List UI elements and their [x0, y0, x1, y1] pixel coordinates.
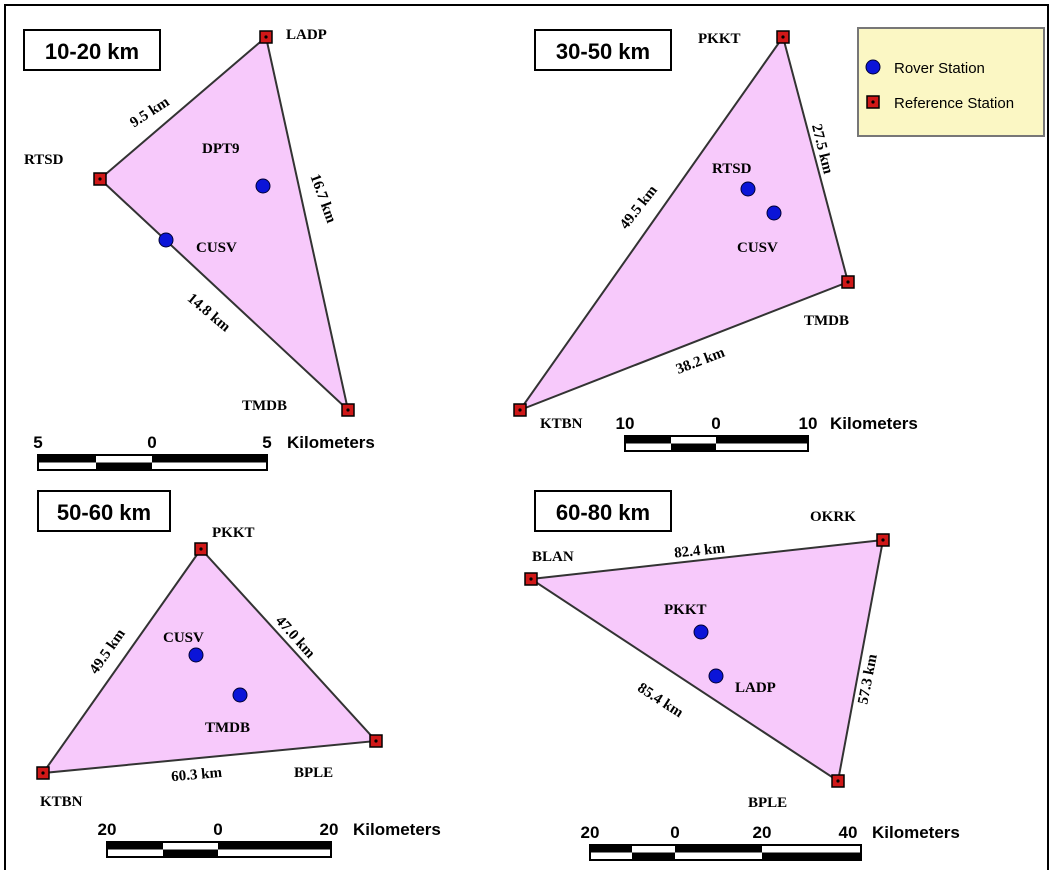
panel-title-box — [37, 490, 171, 532]
scale-tick-label: 0 — [147, 433, 156, 452]
panel-60-80km: 60-80 km BLAN OKRK BPLE PKKT LADP 82.4 k… — [524, 490, 960, 861]
network-triangle — [40, 547, 379, 775]
rover-station-icon — [865, 59, 881, 75]
rover-label: PKKT — [664, 602, 707, 618]
scale-tick-label: 20 — [581, 823, 600, 842]
rover-station-marker — [708, 668, 724, 684]
station-label: BPLE — [294, 765, 333, 781]
scale-tick-label: 10 — [616, 414, 635, 433]
distance-label: 82.4 km — [673, 540, 726, 561]
legend-box — [857, 27, 1045, 137]
rover-label: RTSD — [712, 161, 752, 177]
distance-label: 60.3 km — [171, 765, 224, 785]
station-label: TMDB — [242, 398, 287, 414]
figure-frame — [4, 4, 1049, 870]
scale-tick-label: 0 — [670, 823, 679, 842]
panel-title: 30-50 km — [556, 39, 650, 64]
legend-rover-label: Rover Station — [894, 60, 985, 77]
station-label: KTBN — [40, 794, 83, 810]
reference-station-marker — [341, 403, 355, 417]
station-label: BPLE — [748, 795, 787, 811]
panel-title: 60-80 km — [556, 500, 650, 525]
rover-label: CUSV — [196, 240, 237, 256]
scale-bar: 20 0 20 Kilometers — [98, 820, 441, 858]
panel-50-60km: 50-60 km PKKT KTBN BPLE CUSV TMDB 49.5 k… — [36, 490, 441, 858]
rover-station-marker — [188, 647, 204, 663]
reference-station-marker — [93, 172, 107, 186]
reference-station-marker — [513, 403, 527, 417]
scale-unit: Kilometers — [830, 414, 918, 433]
rover-label: DPT9 — [202, 141, 240, 157]
rover-label: LADP — [735, 680, 776, 696]
reference-station-icon — [866, 95, 880, 109]
reference-station-marker — [841, 275, 855, 289]
station-label: LADP — [286, 27, 327, 43]
rover-label: CUSV — [163, 630, 204, 646]
scale-unit: Kilometers — [353, 820, 441, 839]
distance-label: 38.2 km — [674, 345, 728, 378]
scale-unit: Kilometers — [287, 433, 375, 452]
rover-station-marker — [740, 181, 756, 197]
station-label: RTSD — [24, 152, 64, 168]
legend: Rover Station Reference Station — [857, 27, 1045, 137]
scale-unit: Kilometers — [872, 823, 960, 842]
panel-title-box — [23, 29, 161, 71]
scale-bar: 20 0 20 40 Kilometers — [581, 823, 960, 861]
scale-bar: 10 0 10 Kilometers — [616, 414, 918, 452]
station-label: PKKT — [698, 31, 741, 47]
scale-bar: 5 0 5 Kilometers — [33, 433, 375, 471]
station-label: KTBN — [540, 416, 583, 432]
reference-station-marker — [831, 774, 845, 788]
scale-tick-label: 20 — [753, 823, 772, 842]
rover-station-marker — [255, 178, 271, 194]
reference-station-marker — [194, 542, 208, 556]
rover-station-marker — [232, 687, 248, 703]
scale-tick-label: 20 — [320, 820, 339, 839]
scale-tick-label: 5 — [262, 433, 271, 452]
station-label: PKKT — [212, 525, 255, 541]
panel-title: 50-60 km — [57, 500, 151, 525]
station-label: TMDB — [804, 313, 849, 329]
rover-label: TMDB — [205, 720, 250, 736]
scale-tick-label: 0 — [711, 414, 720, 433]
rover-station-marker — [158, 232, 174, 248]
distance-label: 16.7 km — [307, 172, 340, 226]
reference-station-marker — [524, 572, 538, 586]
panel-title-box — [534, 490, 672, 532]
network-triangle — [517, 34, 850, 413]
rover-label: CUSV — [737, 240, 778, 256]
panel-title-box — [534, 29, 672, 71]
panel-10-20km: 10-20 km LADP RTSD TMDB DPT9 CUSV 9.5 km… — [23, 27, 375, 471]
panel-30-50km: 30-50 km PKKT TMDB KTBN RTSD CUSV 27.5 k… — [513, 29, 918, 452]
network-triangle — [98, 35, 350, 413]
scale-tick-label: 10 — [799, 414, 818, 433]
rover-station-marker — [766, 205, 782, 221]
scale-tick-label: 40 — [839, 823, 858, 842]
reference-station-marker — [259, 30, 273, 44]
reference-station-marker — [776, 30, 790, 44]
reference-station-marker — [876, 533, 890, 547]
rover-station-marker — [693, 624, 709, 640]
reference-station-marker — [36, 766, 50, 780]
station-label: BLAN — [532, 549, 574, 565]
panel-title: 10-20 km — [45, 39, 139, 64]
scale-tick-label: 5 — [33, 433, 42, 452]
station-label: OKRK — [810, 509, 856, 525]
distance-label: 85.4 km — [635, 680, 687, 721]
scale-tick-label: 0 — [213, 820, 222, 839]
scale-tick-label: 20 — [98, 820, 117, 839]
legend-reference-label: Reference Station — [894, 95, 1014, 112]
reference-station-marker — [369, 734, 383, 748]
network-triangle — [528, 538, 885, 783]
